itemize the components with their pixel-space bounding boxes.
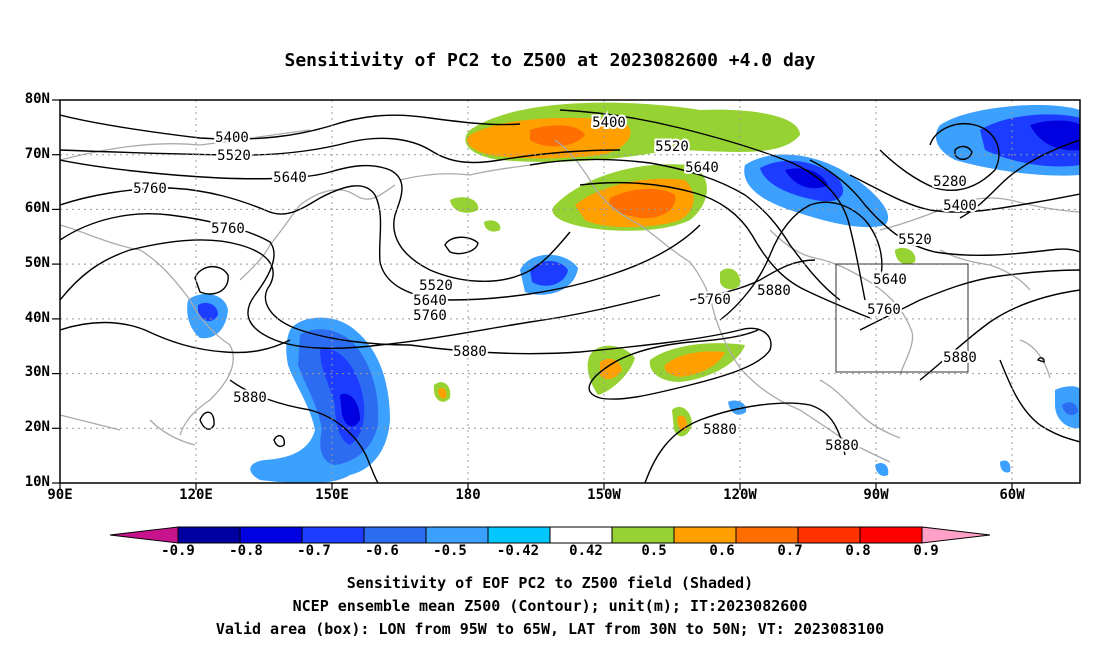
colorbar-cells — [177, 526, 923, 544]
caption-line-3: Valid area (box): LON from 95W to 65W, L… — [215, 620, 885, 638]
contour-label: 5880 — [943, 350, 977, 366]
contour-label: 5880 — [825, 438, 859, 454]
contour-label: 5520 — [655, 139, 689, 155]
contour-label: 5520 — [217, 148, 251, 164]
lon-tick-label: 150E — [315, 487, 349, 503]
lat-tick-label: 20N — [24, 419, 50, 435]
colorbar-high-end — [921, 526, 991, 544]
colorbar-cell — [487, 526, 551, 544]
colorbar-cell — [549, 526, 613, 544]
colorbar-tick-label: 0.5 — [641, 543, 667, 559]
map-title: Sensitivity of PC2 to Z500 at 2023082600… — [284, 50, 816, 71]
colorbar-cell — [425, 526, 489, 544]
lon-tick-label: 120W — [723, 487, 757, 503]
colorbar-cell — [239, 526, 303, 544]
shaded-positive — [434, 102, 916, 437]
contour-label-group: 5400 5520 5640 5760 5760 5400 5520 5640 … — [131, 113, 979, 456]
contour-label: 5880 — [757, 283, 791, 299]
lat-tick-label: 40N — [24, 310, 50, 326]
contour-label: 5760 — [133, 181, 167, 197]
contour-label: 5400 — [943, 198, 977, 214]
lon-tick-label: 90W — [863, 487, 889, 503]
contour-label: 5880 — [453, 344, 487, 360]
colorbar-tick-label: -0.42 — [496, 543, 540, 559]
contour-label: 5880 — [703, 422, 737, 438]
lon-tick-label: 60W — [999, 487, 1025, 503]
lat-tick-label: 70N — [24, 146, 50, 162]
contour-label: 5640 — [685, 160, 719, 176]
lat-lon-grid — [60, 100, 1080, 483]
colorbar-tick-label: 0.42 — [569, 543, 603, 559]
colorbar-tick-label: -0.9 — [161, 543, 195, 559]
z500-contours — [60, 109, 1080, 483]
lon-tick-label: 120E — [179, 487, 213, 503]
colorbar-tick-label: -0.8 — [229, 543, 263, 559]
contour-label: 5400 — [592, 115, 626, 131]
lon-tick-label: 90E — [47, 487, 73, 503]
shaded-negative — [187, 105, 1080, 483]
contour-label: 5640 — [413, 293, 447, 309]
axis-ticks — [52, 99, 1013, 490]
lat-tick-label: 80N — [24, 91, 50, 107]
contour-label: 5760 — [211, 221, 245, 237]
colorbar-cell — [301, 526, 365, 544]
colorbar-tick-label: 0.8 — [845, 543, 871, 559]
colorbar-cell — [859, 526, 923, 544]
contour-label: 5280 — [933, 174, 967, 190]
colorbar-low-end — [109, 526, 179, 544]
colorbar-tick-label: 0.6 — [709, 543, 735, 559]
contour-label: 5760 — [867, 302, 901, 318]
lat-tick-label: 10N — [24, 474, 50, 490]
colorbar-cell — [673, 526, 737, 544]
contour-label: 5760 — [413, 308, 447, 324]
colorbar-tick-label: -0.6 — [365, 543, 399, 559]
colorbar-tick-label: -0.5 — [433, 543, 467, 559]
contour-label: 5760 — [697, 292, 731, 308]
contour-label: 5640 — [273, 170, 307, 186]
colorbar-cell — [735, 526, 799, 544]
colorbar-cell — [363, 526, 427, 544]
contour-label: 5640 — [873, 272, 907, 288]
contour-label: 5880 — [233, 390, 267, 406]
lat-tick-label: 60N — [24, 200, 50, 216]
colorbar-cell — [611, 526, 675, 544]
lat-tick-label: 50N — [24, 255, 50, 271]
lat-tick-label: 30N — [24, 364, 50, 380]
lon-tick-label: 150W — [587, 487, 621, 503]
colorbar-tick-label: 0.9 — [913, 543, 939, 559]
caption-line-2: NCEP ensemble mean Z500 (Contour); unit(… — [292, 597, 808, 615]
colorbar-cell — [177, 526, 241, 544]
contour-label: 5520 — [419, 278, 453, 294]
caption-line-1: Sensitivity of EOF PC2 to Z500 field (Sh… — [346, 574, 754, 592]
contour-label: 5520 — [898, 232, 932, 248]
sensitivity-map: 5400 5520 5640 5760 5760 5400 5520 5640 … — [52, 99, 1081, 490]
colorbar-tick-label: -0.7 — [297, 543, 331, 559]
colorbar-tick-label: 0.7 — [777, 543, 803, 559]
lon-tick-label: 180 — [455, 487, 481, 503]
valid-area-box — [835, 263, 969, 373]
colorbar-cell — [797, 526, 861, 544]
contour-label: 5400 — [215, 130, 249, 146]
map-frame — [59, 99, 1081, 484]
